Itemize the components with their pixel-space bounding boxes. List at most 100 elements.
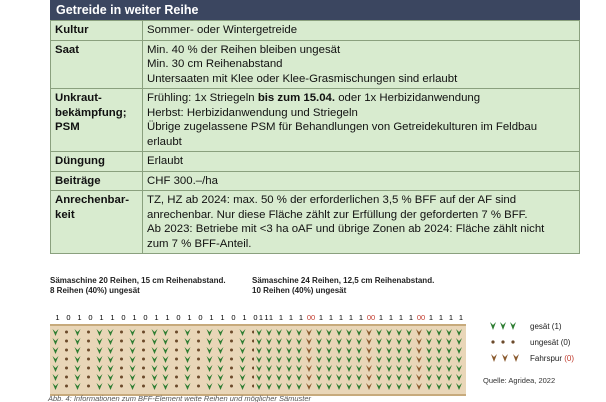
row-digit: 0	[143, 313, 148, 322]
sown-plant-mark	[386, 374, 392, 381]
sown-plant-mark	[336, 347, 342, 354]
sown-plant-mark	[52, 338, 59, 345]
sown-plant-mark	[406, 383, 412, 390]
row-digit: 1	[132, 313, 137, 322]
table-row: Düngung Erlaubt	[50, 151, 580, 172]
sown-plant-mark	[386, 356, 392, 363]
sown-plant-mark	[129, 365, 136, 372]
info-card: Getreide in weiter Reihe Kultur Sommer- …	[50, 0, 580, 254]
figure-caption: Abb. 4: Informationen zum BFF-Element we…	[48, 394, 312, 402]
unsown-mark	[87, 375, 90, 379]
sown-plant-mark	[266, 338, 272, 345]
row-digit: 1	[378, 313, 384, 322]
row-digit: 1	[264, 313, 269, 322]
sown-plant-mark	[456, 383, 462, 390]
unsown-mark	[142, 348, 145, 352]
sown-plant-mark	[151, 374, 158, 381]
unsown-mark	[197, 348, 200, 352]
sown-icon	[490, 322, 516, 330]
sown-plant-mark	[316, 347, 322, 354]
row-value: Erlaubt	[142, 151, 580, 172]
table-row: Saat Min. 40 % der Reihen bleiben ungesä…	[50, 39, 580, 89]
unsown-mark	[175, 348, 178, 352]
unsown-mark	[65, 357, 68, 361]
row-digit: 1	[348, 313, 354, 322]
row-value: Frühling: 1x Striegeln bis zum 15.04. od…	[142, 88, 580, 152]
unsown-mark	[197, 330, 200, 334]
sown-plant-mark	[316, 338, 322, 345]
unsown-mark	[230, 357, 233, 361]
unsown-mark	[197, 339, 200, 343]
sown-plant-mark	[239, 356, 246, 363]
sown-plant-mark	[206, 374, 213, 381]
unsown-mark	[65, 330, 68, 334]
row-text: CHF 300.–/ha	[147, 174, 218, 187]
sown-plant-mark	[456, 356, 462, 363]
unsown-mark	[230, 348, 233, 352]
unsown-mark	[175, 375, 178, 379]
sown-plant-mark	[346, 347, 352, 354]
sown-plant-mark	[96, 356, 103, 363]
sown-plant-mark	[376, 374, 382, 381]
sown-plant-mark	[316, 356, 322, 363]
sown-plant-mark	[162, 365, 169, 372]
row-label-line: Unkraut-	[55, 92, 102, 104]
row-digit: 00	[306, 313, 316, 322]
sown-plant-mark	[184, 329, 191, 336]
unsown-icon	[491, 340, 515, 344]
sown-plant-mark	[376, 356, 382, 363]
sown-plant-mark	[129, 329, 136, 336]
sown-plant-mark	[217, 329, 224, 336]
sown-plant-mark	[316, 329, 322, 336]
unsown-mark	[197, 375, 200, 379]
sown-plant-mark	[266, 329, 272, 336]
table-row: Beiträge CHF 300.–/ha	[50, 170, 580, 191]
row-digit: 1	[55, 313, 60, 322]
legend-label: Fahrspur (0)	[530, 353, 575, 363]
sown-plant-mark	[206, 347, 213, 354]
field-rows	[52, 329, 268, 390]
row-digit: 0	[176, 313, 181, 322]
sown-plant-mark	[96, 338, 103, 345]
sown-plant-mark	[151, 329, 158, 336]
row-digit: 1	[408, 313, 414, 322]
sown-plant-mark	[326, 383, 332, 390]
row-digit: 1	[242, 313, 247, 322]
tramline-mark	[366, 347, 372, 354]
sown-plant-mark	[346, 365, 352, 372]
row-text: zum 7 % BFF-Anteil.	[147, 237, 252, 250]
sown-plant-mark	[184, 338, 191, 345]
row-digit: 1	[388, 313, 394, 322]
sown-plant-mark	[96, 365, 103, 372]
sown-plant-mark	[446, 383, 452, 390]
sown-plant-mark	[356, 356, 362, 363]
sown-plant-mark	[107, 338, 114, 345]
sown-plant-mark	[129, 383, 136, 390]
info-table: Kultur Sommer- oder Wintergetreide Saat …	[50, 20, 580, 254]
row-text: Übrige zugelassene PSM für Behandlungen …	[147, 121, 538, 133]
sown-plant-mark	[426, 383, 432, 390]
row-text: TZ, HZ ab 2024: max. 50 % der erforderli…	[147, 194, 517, 206]
sown-plant-mark	[276, 329, 282, 336]
sown-plant-mark	[426, 329, 432, 336]
sown-plant-mark	[376, 329, 382, 336]
sown-plant-mark	[256, 365, 262, 372]
unsown-mark	[65, 339, 68, 343]
sown-plant-mark	[286, 347, 292, 354]
row-digit: 1	[110, 313, 115, 322]
sown-plant-mark	[296, 365, 302, 372]
row-text: Min. 40 % der Reihen bleiben ungesät	[147, 43, 341, 56]
sown-plant-mark	[276, 383, 282, 390]
row-digit: 1	[338, 313, 344, 322]
left-field-diagram	[50, 324, 274, 396]
sown-plant-mark	[184, 347, 191, 354]
unsown-mark	[142, 330, 145, 334]
sown-plant-mark	[326, 356, 332, 363]
sown-plant-mark	[406, 338, 412, 345]
row-digit: 1	[99, 313, 104, 322]
row-digit: 1	[358, 313, 364, 322]
unsown-mark	[175, 357, 178, 361]
unsown-mark	[120, 384, 123, 388]
sown-plant-mark	[151, 338, 158, 345]
sown-plant-mark	[326, 329, 332, 336]
